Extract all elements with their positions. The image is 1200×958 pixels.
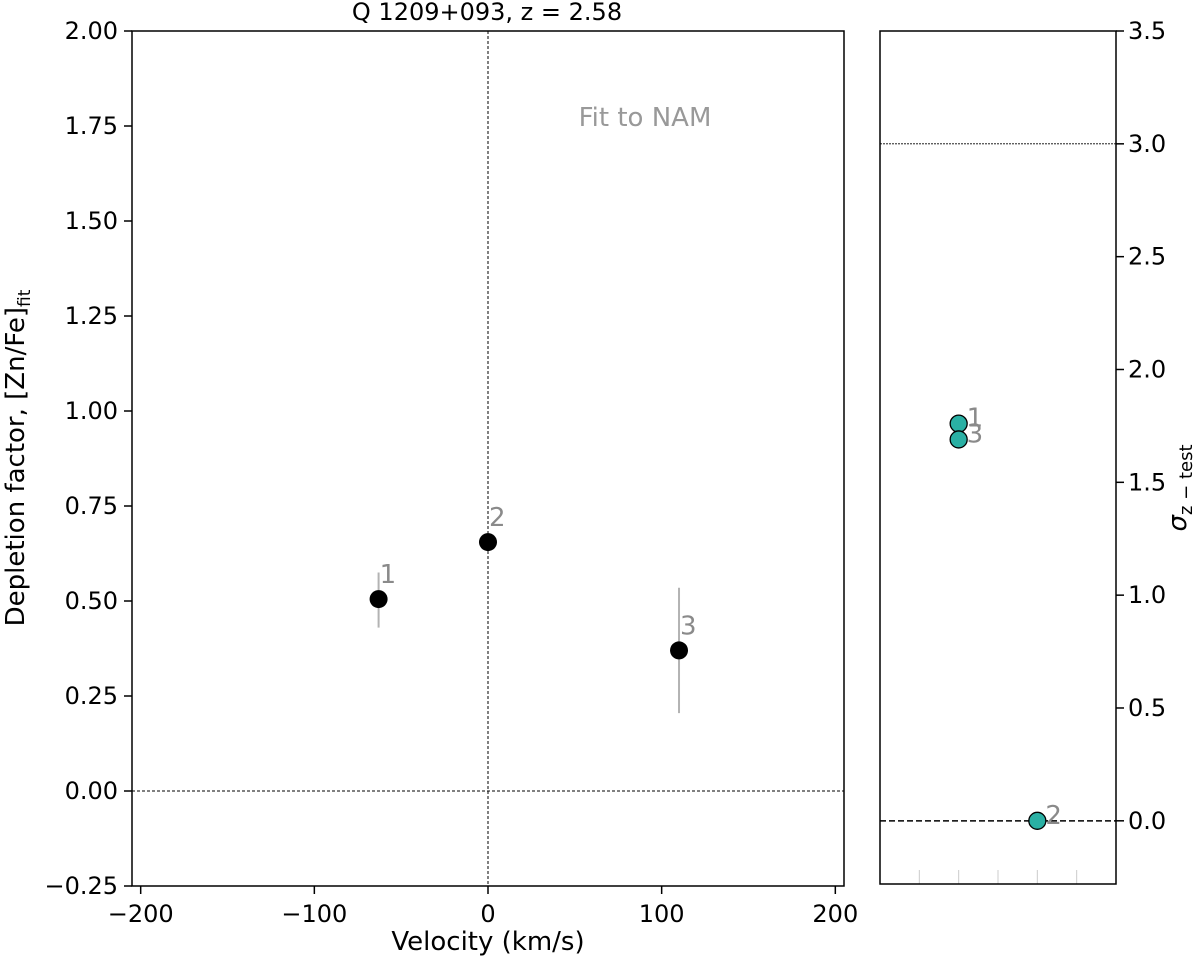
sigma-tick-label: 1.5 [1128, 468, 1166, 496]
fit-annotation: Fit to NAM [579, 103, 712, 133]
sigma-label-3: 3 [967, 419, 984, 449]
sigma-tick-label: 0.5 [1128, 694, 1166, 722]
data-point-2 [479, 533, 497, 552]
x-tick-label: −100 [281, 900, 347, 928]
sigma-panel: 13 2 0.0 0.5 1.0 1.5 2.0 2.5 3.0 3.5 σz − test [879, 17, 1197, 885]
y-tick-label: 0.75 [65, 492, 118, 520]
x-tick-label: 200 [812, 900, 858, 928]
y-tick-label: 1.25 [65, 302, 118, 330]
y-tick-label: 0.00 [65, 777, 118, 805]
y-axis-label: Depletion factor, [Zn/Fe]fit [1, 289, 35, 626]
sigma-tick-label: 2.5 [1128, 243, 1166, 271]
y-tick-label: 1.00 [65, 397, 118, 425]
y-tick-label: 0.50 [65, 587, 118, 615]
y-tick-label: 1.75 [65, 112, 118, 140]
sigma-axis-label: σz − test [1163, 444, 1197, 531]
data-point-1 [369, 590, 388, 609]
y-tick-label: 0.25 [65, 682, 118, 710]
x-tick-label: 0 [480, 900, 495, 928]
sigma-tick-label: 1.0 [1128, 581, 1166, 609]
sigma-tick-label: 2.0 [1128, 355, 1166, 383]
sigma-point-3 [949, 430, 968, 449]
sigma-tick-label: 0.0 [1128, 807, 1166, 835]
x-axis-label: Velocity (km/s) [391, 927, 584, 957]
chart-title: Q 1209+093, z = 2.58 [352, 0, 622, 26]
x-tick-label: 100 [639, 900, 685, 928]
x-tick-label: −200 [108, 900, 174, 928]
data-point-3 [670, 641, 689, 660]
side-plot-frame [879, 30, 1117, 885]
sigma-tick-label: 3.5 [1128, 17, 1166, 45]
y-tick-label: 2.00 [65, 17, 118, 45]
sigma-point-2 [1028, 811, 1047, 830]
point-label-2: 2 [489, 503, 506, 533]
depletion-panel: Q 1209+093, z = 2.58 1 2 3 Fit to NAM −200… [1, 0, 858, 957]
y-tick-label: 1.50 [65, 207, 118, 235]
sigma-point-1 [949, 414, 968, 433]
sigma-label-1: 1 [967, 404, 984, 434]
sigma-label-2: 2 [1045, 801, 1062, 831]
point-label-1: 1 [380, 560, 397, 590]
point-label-3: 3 [680, 611, 697, 641]
sigma-tick-label: 3.0 [1128, 130, 1166, 158]
y-tick-label: −0.25 [44, 872, 118, 900]
